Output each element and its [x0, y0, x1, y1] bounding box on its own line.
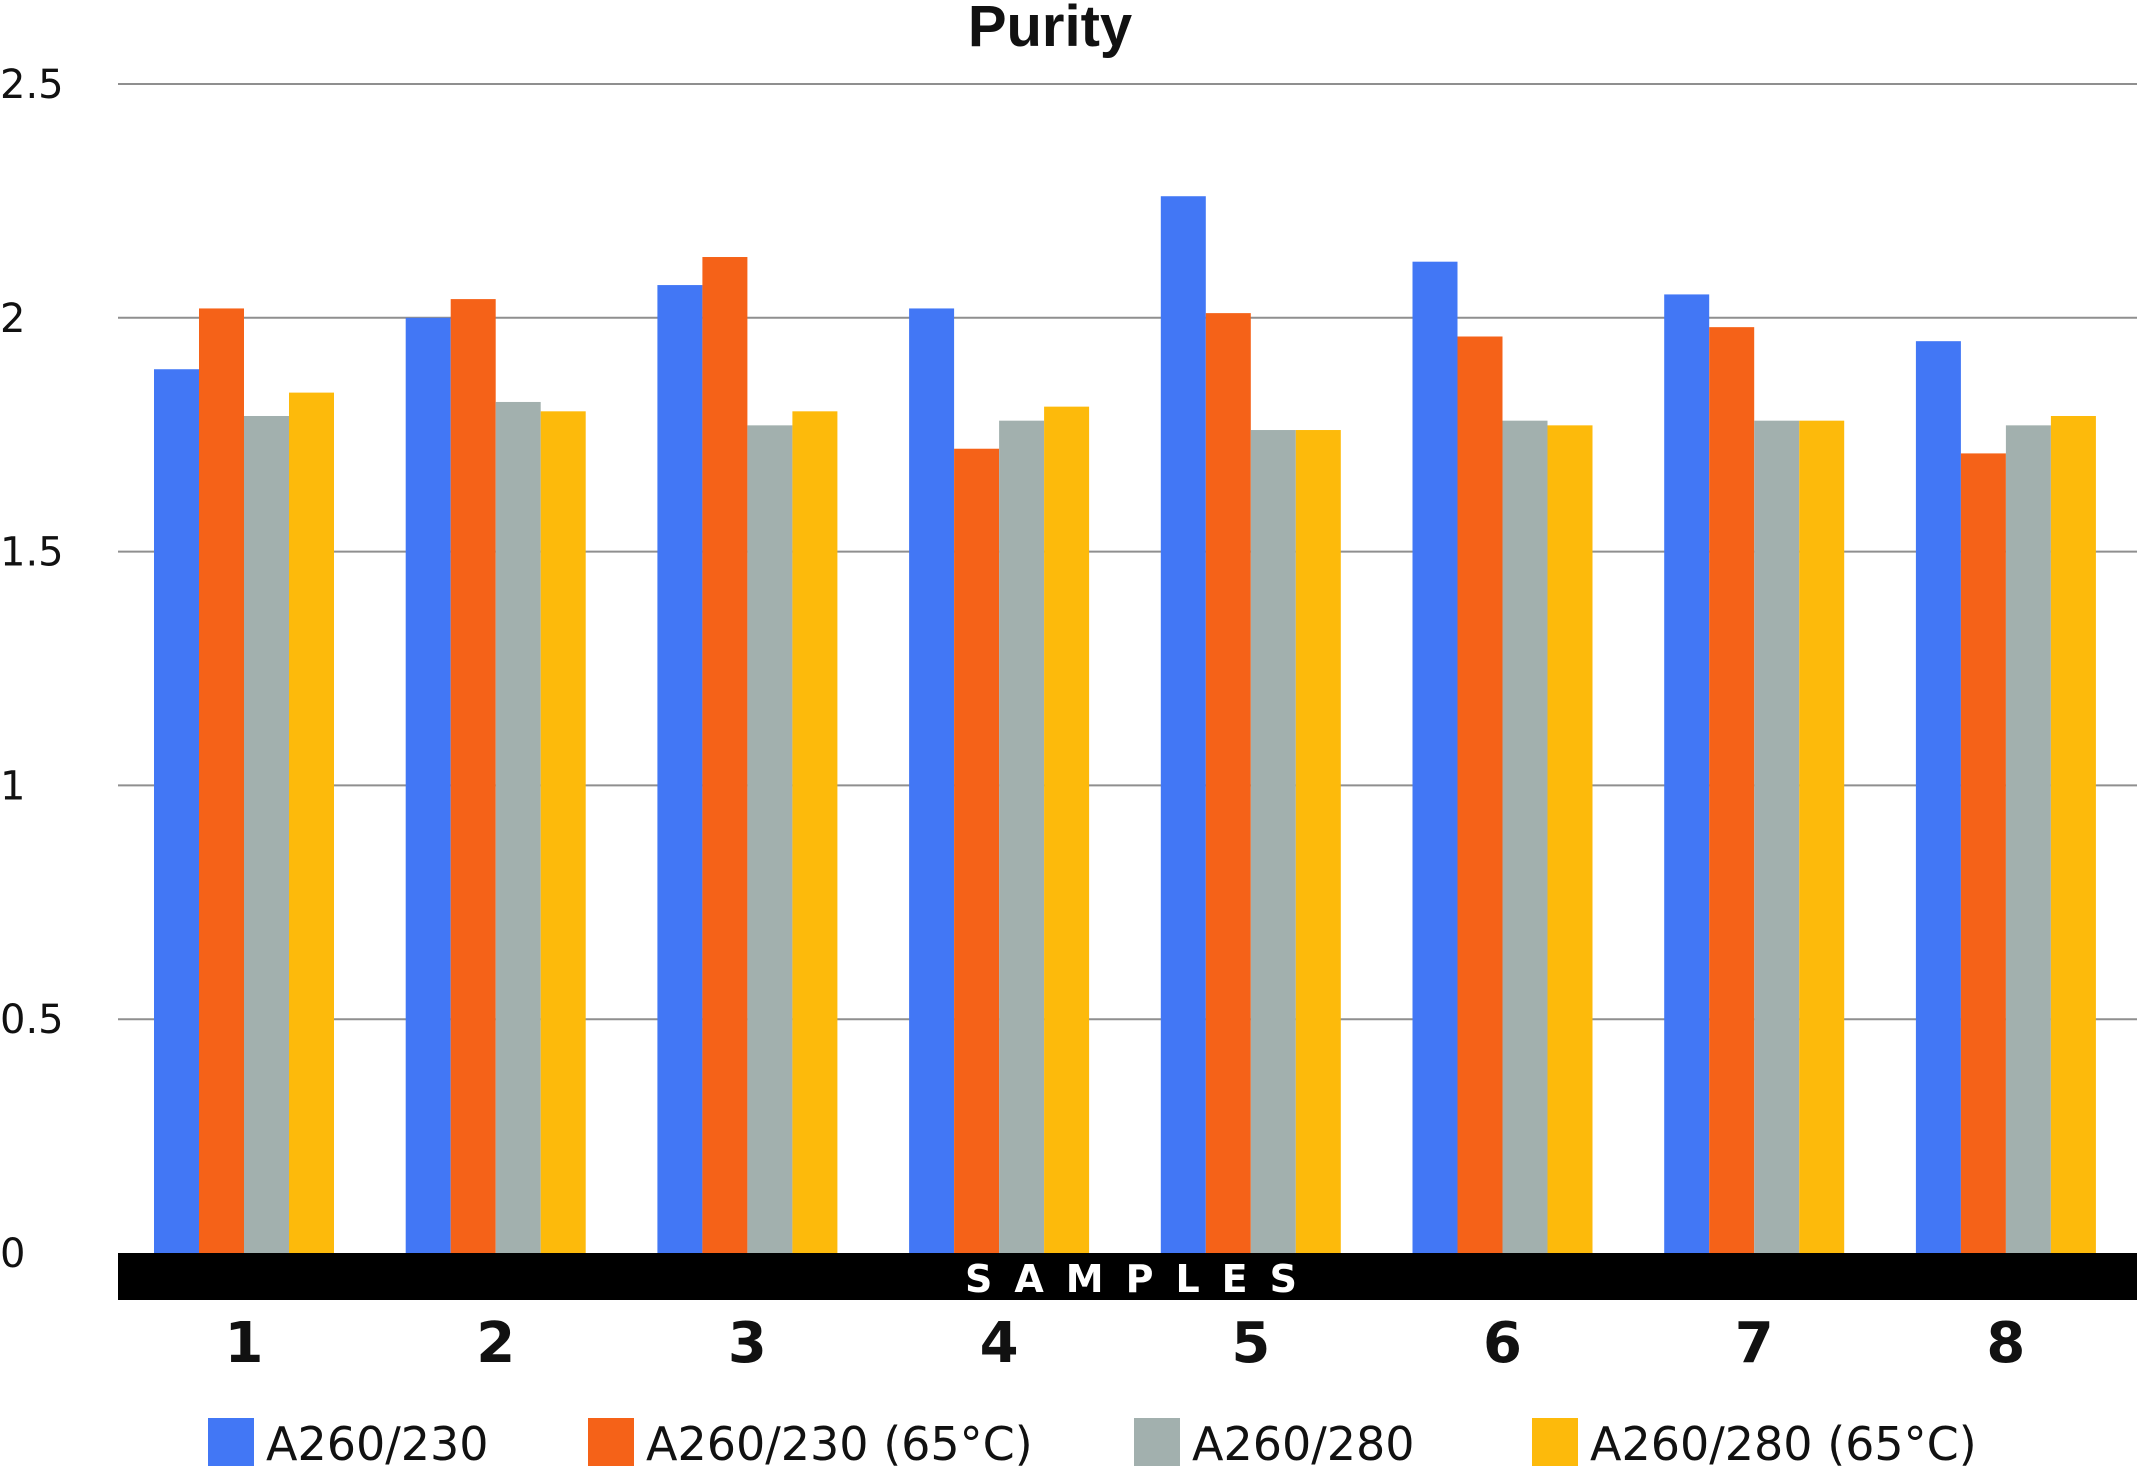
- bar-3-8: [2005, 425, 2051, 1253]
- bar-1-6: [1412, 261, 1458, 1253]
- bar-2-3: [702, 257, 748, 1254]
- bar-1-5: [1160, 196, 1206, 1253]
- bar-3-3: [747, 425, 793, 1253]
- legend: A260/230 A260/230 (65°C) A260/280 A260/280 …: [208, 1417, 1977, 1471]
- y-tick-label: 2.5: [0, 62, 64, 108]
- bar-3-4: [999, 420, 1045, 1253]
- bar-4-3: [792, 411, 838, 1253]
- x-tick-label: 2: [476, 1311, 515, 1376]
- x-axis-label: SAMPLES: [965, 1257, 1319, 1301]
- bar-3-7: [1754, 420, 1800, 1253]
- bar-1-2: [405, 317, 451, 1253]
- bar-4-2: [540, 411, 586, 1253]
- bars: [154, 196, 2096, 1254]
- bar-4-7: [1799, 420, 1845, 1253]
- y-tick-label: 0: [0, 1231, 25, 1277]
- bar-1-8: [1915, 341, 1961, 1253]
- y-tick-label: 0.5: [0, 997, 64, 1043]
- x-tick-label: 3: [728, 1311, 767, 1376]
- legend-swatch: [588, 1418, 634, 1466]
- bar-2-2: [450, 299, 496, 1253]
- legend-swatch: [1134, 1418, 1180, 1466]
- x-axis-band: [118, 1253, 2137, 1300]
- x-axis-ticks: 1 2 3 4 5 6 7 8: [225, 1311, 2026, 1376]
- bar-4-8: [2050, 415, 2096, 1254]
- x-tick-label: 5: [1231, 1311, 1270, 1376]
- bar-1-3: [657, 285, 703, 1253]
- legend-swatch: [1532, 1418, 1578, 1466]
- bar-4-4: [1044, 406, 1090, 1253]
- bar-2-6: [1457, 336, 1503, 1253]
- x-tick-label: 8: [1986, 1311, 2025, 1376]
- bar-4-6: [1547, 425, 1593, 1253]
- bar-3-2: [495, 401, 541, 1253]
- bar-2-1: [199, 308, 244, 1253]
- bar-1-1: [154, 369, 199, 1254]
- bar-2-8: [1960, 453, 2006, 1253]
- bar-1-4: [909, 308, 955, 1253]
- bar-3-6: [1502, 420, 1548, 1253]
- bar-3-1: [244, 415, 289, 1254]
- x-tick-label: 1: [225, 1311, 264, 1376]
- legend-swatch: [208, 1418, 254, 1466]
- legend-label: A260/280: [1192, 1417, 1415, 1471]
- legend-label: A260/230: [266, 1417, 489, 1471]
- bar-4-1: [289, 392, 334, 1254]
- y-tick-label: 1.5: [0, 530, 64, 576]
- y-axis-ticks: 0 0.5 1 1.5 2 2.5: [0, 62, 64, 1277]
- bar-3-5: [1250, 430, 1296, 1253]
- chart-title: Purity: [968, 0, 1132, 59]
- x-tick-label: 7: [1735, 1311, 1774, 1376]
- x-tick-label: 4: [980, 1311, 1019, 1376]
- bar-2-4: [954, 448, 1000, 1253]
- bar-4-5: [1295, 430, 1341, 1253]
- bar-2-7: [1709, 327, 1755, 1254]
- x-tick-label: 6: [1483, 1311, 1522, 1376]
- legend-label: A260/280 (65°C): [1590, 1417, 1977, 1471]
- bar-1-7: [1664, 294, 1710, 1253]
- legend-label: A260/230 (65°C): [646, 1417, 1033, 1471]
- y-tick-label: 2: [0, 296, 25, 342]
- y-tick-label: 1: [0, 763, 25, 809]
- bar-2-5: [1205, 313, 1251, 1253]
